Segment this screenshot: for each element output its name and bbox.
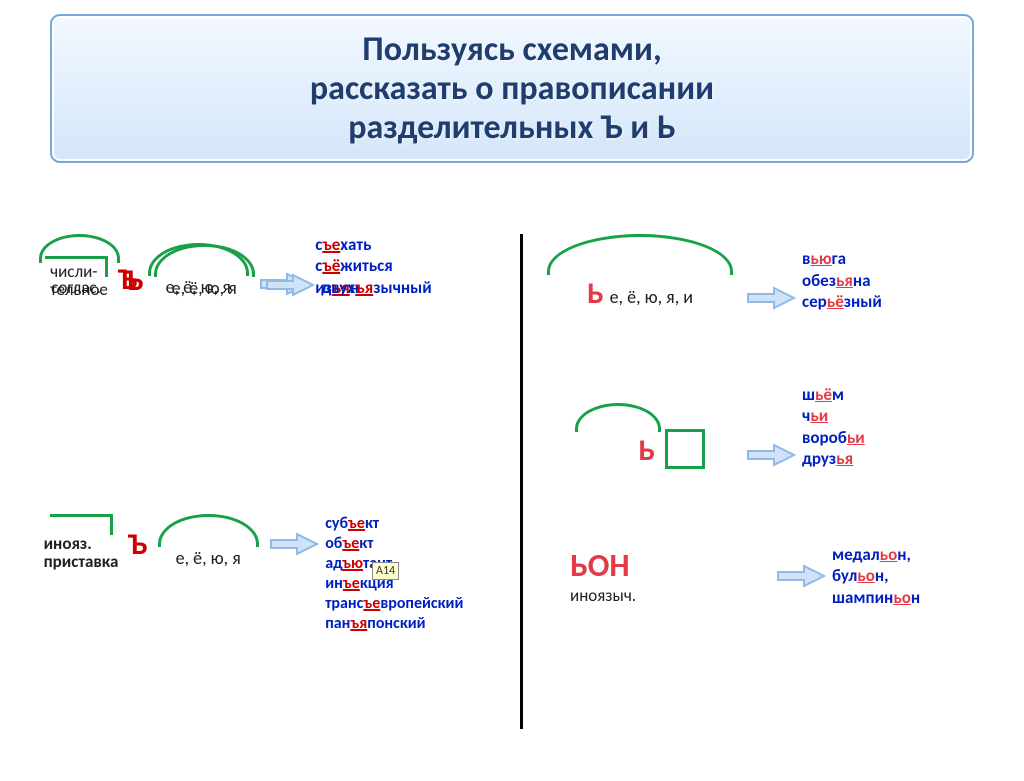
bon-text: ЬОН bbox=[570, 546, 630, 585]
vertical-divider bbox=[520, 234, 523, 729]
prefix-label: числи-тельное bbox=[50, 263, 108, 299]
title-line-1: Пользуясь схемами, bbox=[62, 30, 962, 69]
left-row-2: числи-тельное Ъ е, ё, ю, я двухъязычный bbox=[40, 234, 510, 299]
arrow-icon bbox=[776, 562, 826, 590]
arrow-icon bbox=[269, 530, 319, 558]
arrow-icon bbox=[265, 271, 315, 299]
title-panel: Пользуясь схемами, рассказать о правопис… bbox=[50, 14, 974, 163]
prefix-morpheme-icon bbox=[50, 514, 113, 535]
root-morpheme-icon bbox=[39, 234, 120, 263]
examples: двухъязычный bbox=[321, 277, 432, 298]
vowel-list: е, ё, ю, я bbox=[176, 547, 241, 569]
arrow-icon bbox=[746, 284, 796, 312]
examples: вьюгаобезьянасерьёзный bbox=[802, 248, 882, 312]
ending-morpheme-icon bbox=[665, 429, 705, 469]
examples: шьёмчьиворобьидрузья bbox=[802, 384, 865, 469]
soft-sign: Ь bbox=[587, 275, 604, 312]
vowel-list: е, ё, ю, я, и bbox=[610, 286, 693, 308]
title-line-2: рассказать о правописании bbox=[62, 69, 962, 108]
examples: медальон,бульон,шампиньон bbox=[832, 544, 920, 608]
vowel-list: е, ё, ю, я bbox=[172, 277, 237, 299]
hard-sign: Ъ bbox=[124, 262, 143, 299]
right-row-3: ЬОН иноязыч. медальон,бульон,шампиньон bbox=[540, 544, 980, 608]
arrow-icon bbox=[746, 441, 796, 469]
schema-content: соглас. Ъ е, ё, ю, я съехатьсъёжитьсяизъ… bbox=[40, 234, 984, 754]
hard-sign: Ъ bbox=[128, 526, 147, 563]
prefix-label: инояз.приставка bbox=[44, 535, 119, 571]
title-line-3: разделительных Ъ и Ь bbox=[62, 108, 962, 147]
right-row-1: Ь е, ё, ю, я, и вьюгаобезьянасерьёзный bbox=[540, 234, 980, 312]
root-morpheme-icon bbox=[575, 403, 661, 432]
badge-a14: А14 bbox=[372, 562, 399, 580]
root-morpheme-icon bbox=[547, 234, 733, 275]
right-row-2: Ь шьёмчьиворобьидрузья bbox=[540, 384, 980, 469]
left-row-3: инояз.приставка Ъ е, ё, ю, я субъектобъе… bbox=[40, 514, 510, 634]
foreign-label: иноязыч. bbox=[570, 585, 636, 606]
root-morpheme-icon bbox=[158, 514, 259, 547]
root-morpheme-icon bbox=[154, 244, 255, 277]
soft-sign: Ь bbox=[638, 432, 655, 469]
